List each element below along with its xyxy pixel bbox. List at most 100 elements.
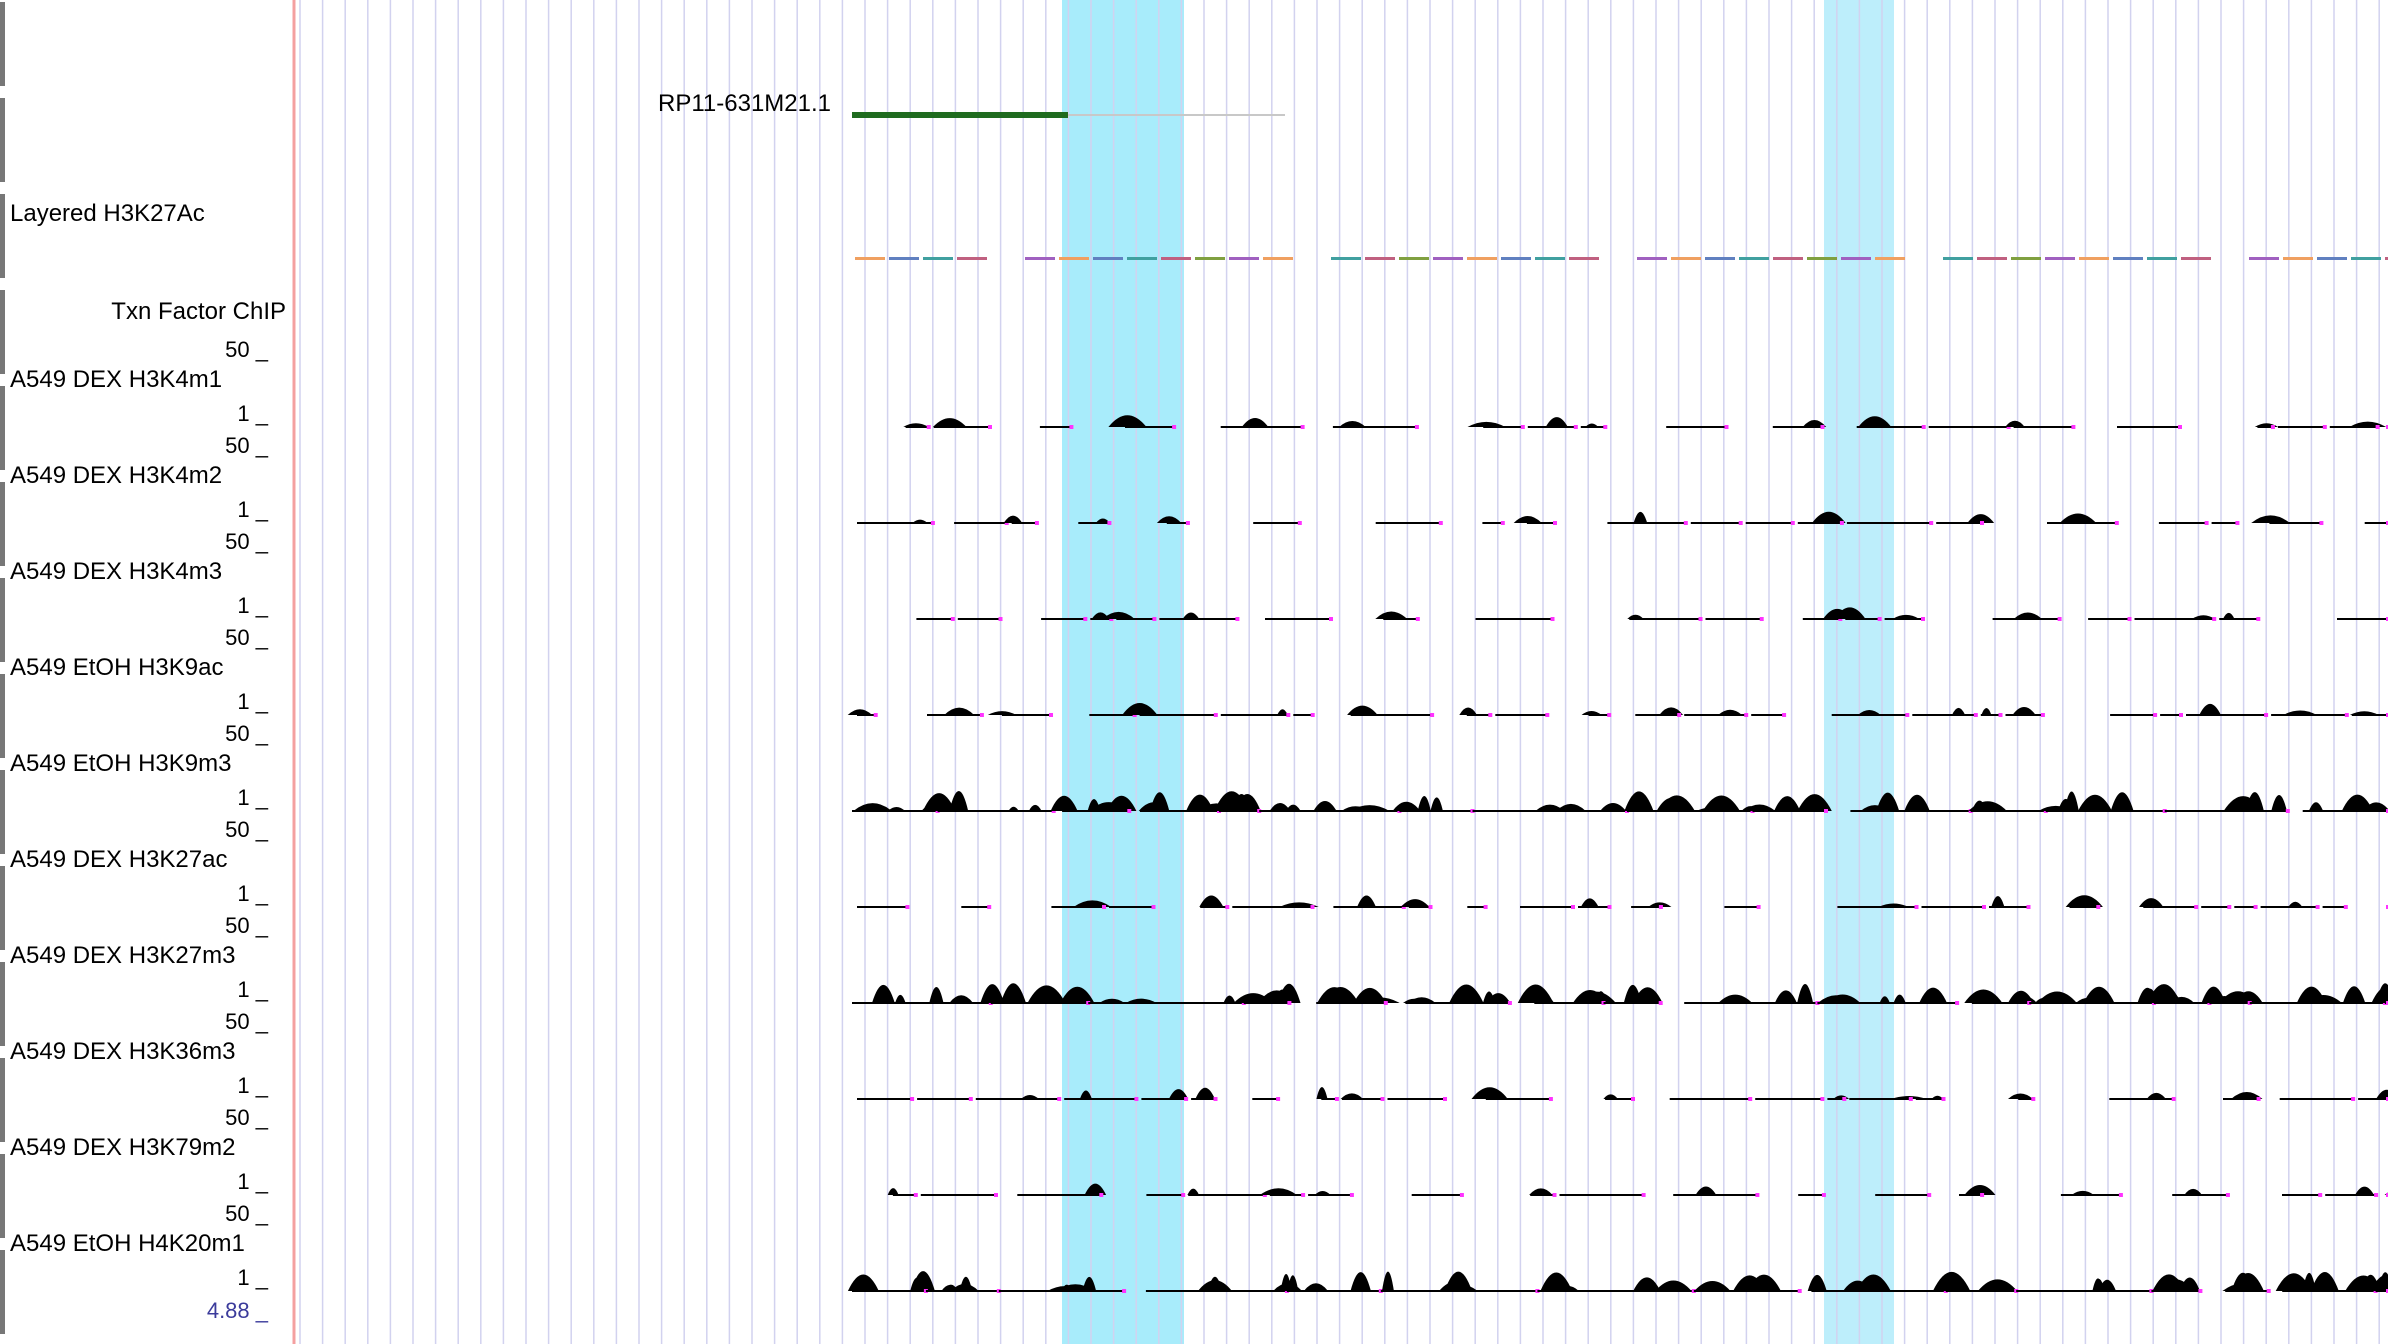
layered-signal (2283, 257, 2313, 260)
signal-peak (1658, 795, 1695, 811)
signal-peak (1195, 1087, 1215, 1099)
track-name[interactable]: A549 DEX H3K4m2 (10, 462, 223, 489)
layered-signal (1331, 257, 1361, 260)
track-name[interactable]: A549 EtOH H4K20m1 (10, 1230, 245, 1257)
gap-marker (1428, 905, 1433, 909)
signal-peak (2075, 997, 2102, 1003)
signal-peak (1878, 903, 1909, 907)
gap-marker (2386, 905, 2388, 909)
signal-peak (2184, 1188, 2202, 1195)
signal-peak (2005, 420, 2025, 427)
layered-signal (1705, 257, 1735, 260)
gap-marker (1185, 521, 1190, 525)
gap-marker (1069, 425, 1074, 429)
signal-peak (1199, 895, 1224, 907)
track-scale-max: 50 _ (225, 625, 268, 650)
signal-peak (911, 1271, 935, 1291)
signal-peak (853, 803, 892, 811)
track-name[interactable]: A549 DEX H3K27ac (10, 846, 228, 873)
gap-marker (2386, 521, 2388, 525)
layered-track-label[interactable]: Layered H3K27Ac (10, 200, 205, 227)
track-scale-max: 50 _ (225, 529, 268, 554)
track-name[interactable]: A549 EtOH H3K9m3 (10, 750, 232, 777)
gap-marker (1483, 905, 1488, 909)
signal-peak (1904, 794, 1930, 811)
track-scale-min: 1 _ (237, 1169, 268, 1194)
signal-peak (1207, 1276, 1223, 1291)
layered-signal (2351, 257, 2381, 260)
signal-peak (1892, 614, 1920, 619)
signal-peak (1932, 1271, 1971, 1291)
signal-peak (1540, 1272, 1573, 1291)
gap-marker (1380, 1097, 1385, 1101)
signal-peak (1407, 997, 1436, 1003)
gap-marker (2270, 425, 2275, 429)
highlight-region (1062, 0, 1184, 1344)
track-scale-max: 50 _ (225, 721, 268, 746)
gap-marker (1545, 713, 1550, 717)
signal-peak (933, 418, 967, 427)
track-name[interactable]: A549 DEX H3K27m3 (10, 942, 236, 969)
gutter-mark (0, 1058, 5, 1142)
signal-peak (887, 1188, 899, 1195)
signal-peak (2071, 1190, 2094, 1195)
gap-marker (2114, 521, 2119, 525)
track-name[interactable]: A549 DEX H3K36m3 (10, 1038, 236, 1065)
signal-peak (1695, 1186, 1717, 1195)
gap-marker (2071, 425, 2076, 429)
group-label[interactable]: Txn Factor ChIP (111, 298, 286, 325)
signal-peak (1050, 795, 1078, 811)
track-scale-min: 1 _ (237, 401, 268, 426)
gap-marker (988, 425, 992, 429)
track-name[interactable]: A549 DEX H3K4m1 (10, 366, 223, 393)
gap-marker (2374, 1193, 2379, 1197)
signal-peak (2310, 1271, 2339, 1291)
track-name[interactable]: A549 DEX H3K4m3 (10, 558, 223, 585)
signal-peak (1003, 515, 1023, 523)
track-scale-min: 1 _ (237, 1265, 268, 1290)
gap-marker (1415, 617, 1420, 621)
signal-peak (1317, 987, 1352, 1003)
gap-marker (2253, 905, 2258, 909)
signal-peak (922, 793, 956, 811)
gap-marker (1122, 1289, 1127, 1293)
signal-peak (1807, 1274, 1827, 1291)
gap-marker (1980, 521, 1984, 525)
track-scale-min: 1 _ (237, 593, 268, 618)
layered-signal (1433, 257, 1463, 260)
gap-marker (2198, 1289, 2203, 1293)
layered-signal (1671, 257, 1701, 260)
track-scale-min: 1 _ (237, 497, 268, 522)
gap-marker (1383, 1001, 1388, 1005)
signal-peak (2376, 1089, 2388, 1099)
track-name[interactable]: A549 EtOH H3K9ac (10, 654, 224, 681)
gap-marker (1520, 425, 1525, 429)
track-name[interactable]: A549 DEX H3K79m2 (10, 1134, 236, 1161)
gap-marker (926, 425, 931, 429)
gap-marker (1225, 905, 1230, 909)
signal-peak (1545, 417, 1568, 427)
signal-peak (1241, 417, 1269, 427)
signal-peak (1517, 984, 1554, 1003)
gap-marker (2057, 617, 2062, 621)
signal-peak (1339, 421, 1366, 427)
layered-signal (2249, 257, 2279, 260)
signal-peak (887, 806, 906, 811)
signal-peak (1964, 1184, 1996, 1195)
signal-peak (2008, 1093, 2033, 1099)
signal-peak (1000, 983, 1026, 1003)
gap-marker (1443, 1097, 1447, 1101)
gene-label[interactable]: RP11-631M21.1 (658, 90, 831, 117)
gap-marker (1820, 425, 1825, 429)
signal-peak (1095, 518, 1110, 523)
signal-peak (895, 994, 906, 1003)
gap-marker (1724, 425, 1729, 429)
gap-marker (1603, 425, 1608, 429)
signal-peak (1483, 991, 1496, 1003)
signal-peak (847, 709, 873, 715)
gap-marker (2212, 617, 2217, 621)
gap-marker (1658, 905, 1663, 909)
signal-peak (1106, 795, 1137, 811)
gap-marker (2343, 905, 2348, 909)
